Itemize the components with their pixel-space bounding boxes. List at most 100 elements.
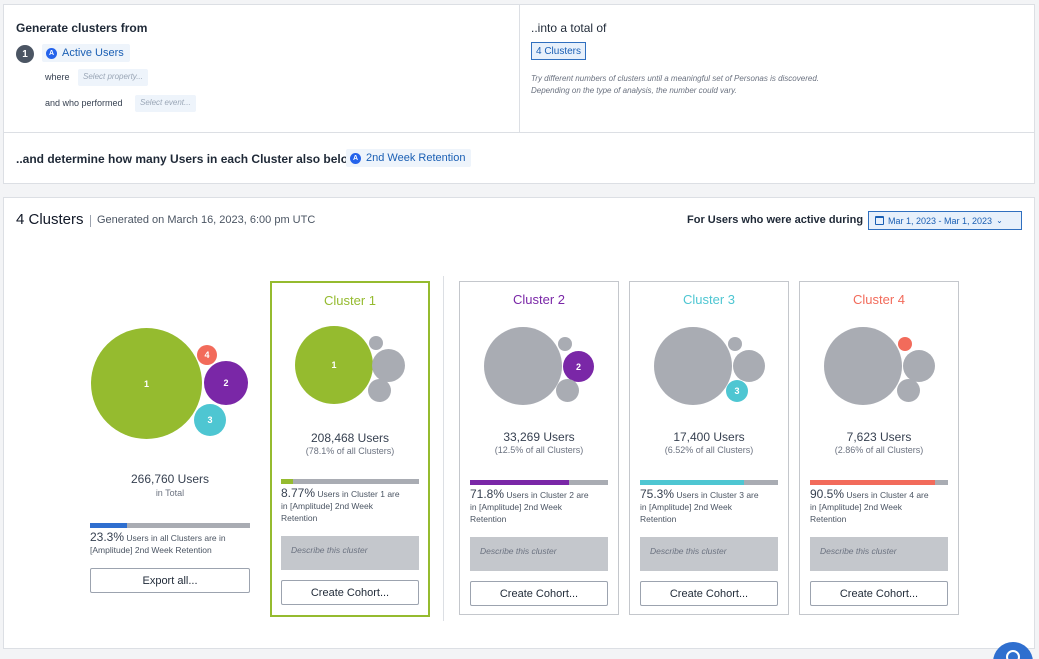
cluster-retention-line-2: in [Amplitude] 2nd Week (640, 502, 732, 512)
cluster-bubble-other (903, 350, 935, 382)
bubble-label: 4 (204, 350, 210, 360)
step-number-badge: 1 (16, 45, 34, 63)
cluster-retention-line-2: in [Amplitude] 2nd Week (281, 501, 373, 511)
describe-cluster-field[interactable]: Describe this cluster (810, 537, 948, 571)
cluster-card-2[interactable]: Cluster 2 2 33,269 Users (12.5% of all C… (459, 281, 619, 615)
total-label: ..into a total of (531, 21, 607, 35)
cluster-bubble-other (556, 379, 579, 402)
generated-timestamp: Generated on March 16, 2023, 6:00 pm UTC (97, 214, 316, 226)
cluster-bubble-other (369, 336, 383, 350)
cluster-bubble-other (733, 350, 765, 382)
cluster-share: (12.5% of all Clusters) (494, 445, 584, 455)
vertical-divider (519, 5, 520, 132)
in-total-label: in Total (155, 488, 185, 498)
overview-bubble-cluster-2[interactable]: 2 (204, 361, 248, 405)
cluster-users: 33,269 Users (503, 430, 575, 444)
date-range-picker[interactable]: Mar 1, 2023 - Mar 1, 2023 ⌄ (868, 211, 1022, 230)
overview-bubble-cluster-1[interactable]: 1 (91, 328, 202, 439)
cluster-bubble-other (824, 327, 902, 405)
cluster-title: Cluster 4 (852, 292, 906, 307)
overview-bubble-cluster-4[interactable]: 4 (197, 345, 217, 365)
describe-cluster-field[interactable]: Describe this cluster (281, 536, 419, 570)
property-select[interactable]: Select property... (78, 69, 148, 86)
retention-cohort-chip[interactable]: A 2nd Week Retention (346, 149, 472, 167)
bubble-label: 2 (223, 378, 229, 388)
create-cohort-button[interactable]: Create Cohort... (281, 580, 419, 605)
create-cohort-button[interactable]: Create Cohort... (470, 581, 608, 606)
cluster-retention-fill (640, 480, 744, 485)
bubble-label: 1 (331, 360, 337, 370)
cluster-bubble-main: 3 (726, 380, 748, 402)
cluster-retention-value: 71.8% (470, 487, 505, 501)
chevron-down-icon: ⌄ (996, 216, 1003, 225)
cluster-retention-bar (281, 479, 419, 484)
cluster-card-3[interactable]: Cluster 3 3 17,400 Users (6.52% of all C… (629, 281, 789, 615)
describe-cluster-field[interactable]: Describe this cluster (470, 537, 608, 571)
export-all-button[interactable]: Export all... (90, 568, 250, 593)
cluster-retention-text: 90.5% Users in Cluster 4 are in [Amplitu… (810, 488, 952, 525)
cluster-retention-value: 75.3% (640, 487, 675, 501)
cluster-retention-line-2: in [Amplitude] 2nd Week (470, 502, 562, 512)
results-title: 4 Clusters (16, 211, 84, 228)
cluster-count-hint: Try different numbers of clusters until … (531, 73, 819, 97)
cluster-retention-line-1: Users in Cluster 2 are (506, 490, 589, 500)
cluster-bubble-other (654, 327, 732, 405)
cluster-bubble-other (558, 337, 572, 351)
cluster-share: (78.1% of all Clusters) (305, 446, 395, 456)
cluster-bubble-other (368, 379, 391, 402)
source-cohort-chip[interactable]: A Active Users (42, 44, 130, 62)
cluster-card-4[interactable]: Cluster 4 7,623 Users (2.86% of all Clus… (799, 281, 959, 615)
calendar-icon (875, 216, 884, 225)
overview-divider (443, 276, 444, 621)
cluster-card-1[interactable]: Cluster 1 1 208,468 Users (78.1% of all … (270, 281, 430, 617)
cluster-title: Cluster 2 (512, 292, 566, 307)
active-during-label: For Users who were active during (687, 214, 864, 226)
help-button[interactable] (993, 642, 1033, 659)
cluster-users: 208,468 Users (310, 431, 390, 445)
cluster-share: (6.52% of all Clusters) (664, 445, 754, 455)
cluster-retention-bar (810, 480, 948, 485)
cluster-retention-fill (281, 479, 294, 484)
describe-cluster-field[interactable]: Describe this cluster (640, 537, 778, 571)
overall-retention-fill (90, 523, 128, 528)
overall-retention-bar (90, 523, 250, 528)
cluster-retention-line-1: Users in Cluster 1 are (317, 489, 400, 499)
cluster-retention-line-3: Retention (281, 513, 318, 523)
cluster-retention-text: 75.3% Users in Cluster 3 are in [Amplitu… (640, 488, 782, 525)
cluster-retention-value: 8.77% (281, 486, 316, 500)
cluster-retention-text: 71.8% Users in Cluster 2 are in [Amplitu… (470, 488, 612, 525)
overview-bubble-cluster-3[interactable]: 3 (194, 404, 226, 436)
generate-label: Generate clusters from (16, 21, 148, 35)
cluster-retention-line-1: Users in Cluster 3 are (676, 490, 759, 500)
date-range-label: Mar 1, 2023 - Mar 1, 2023 (888, 215, 993, 226)
overall-retention-text: 23.3% Users in all Clusters are in [Ampl… (90, 531, 255, 556)
total-users: 266,760 Users (130, 472, 210, 486)
help-icon (1006, 650, 1020, 659)
where-label: where (45, 72, 70, 82)
event-select[interactable]: Select event... (135, 95, 196, 112)
overall-retention-line-1: Users in all Clusters are in (126, 533, 226, 543)
cluster-retention-text: 8.77% Users in Cluster 1 are in [Amplitu… (281, 487, 423, 524)
cluster-users: 7,623 Users (846, 430, 912, 444)
cluster-share: (2.86% of all Clusters) (834, 445, 924, 455)
cluster-results-panel: 4 Clusters Generated on March 16, 2023, … (3, 197, 1035, 649)
cluster-retention-bar (640, 480, 778, 485)
cluster-retention-line-1: Users in Cluster 4 are (846, 490, 929, 500)
create-cohort-button[interactable]: Create Cohort... (810, 581, 948, 606)
cluster-bubble-main (898, 337, 912, 351)
cluster-count-select[interactable]: 4 Clusters (531, 42, 587, 60)
cluster-users: 17,400 Users (673, 430, 745, 444)
cluster-retention-line-2: in [Amplitude] 2nd Week (810, 502, 902, 512)
cluster-retention-value: 90.5% (810, 487, 845, 501)
create-cohort-button[interactable]: Create Cohort... (640, 581, 778, 606)
retention-cohort-label: 2nd Week Retention (366, 152, 466, 164)
cluster-setup-panel: Generate clusters from 1 A Active Users … (3, 4, 1035, 184)
horizontal-divider (4, 132, 1034, 133)
bubble-label: 2 (575, 361, 581, 372)
bubble-label: 3 (207, 415, 213, 425)
bubble-label: 1 (143, 378, 149, 389)
cohort-icon: A (46, 47, 57, 59)
determine-label: ..and determine how many Users in each C… (16, 152, 378, 166)
cluster-bubble-main: 2 (563, 351, 594, 382)
cluster-retention-line-3: Retention (640, 514, 677, 524)
